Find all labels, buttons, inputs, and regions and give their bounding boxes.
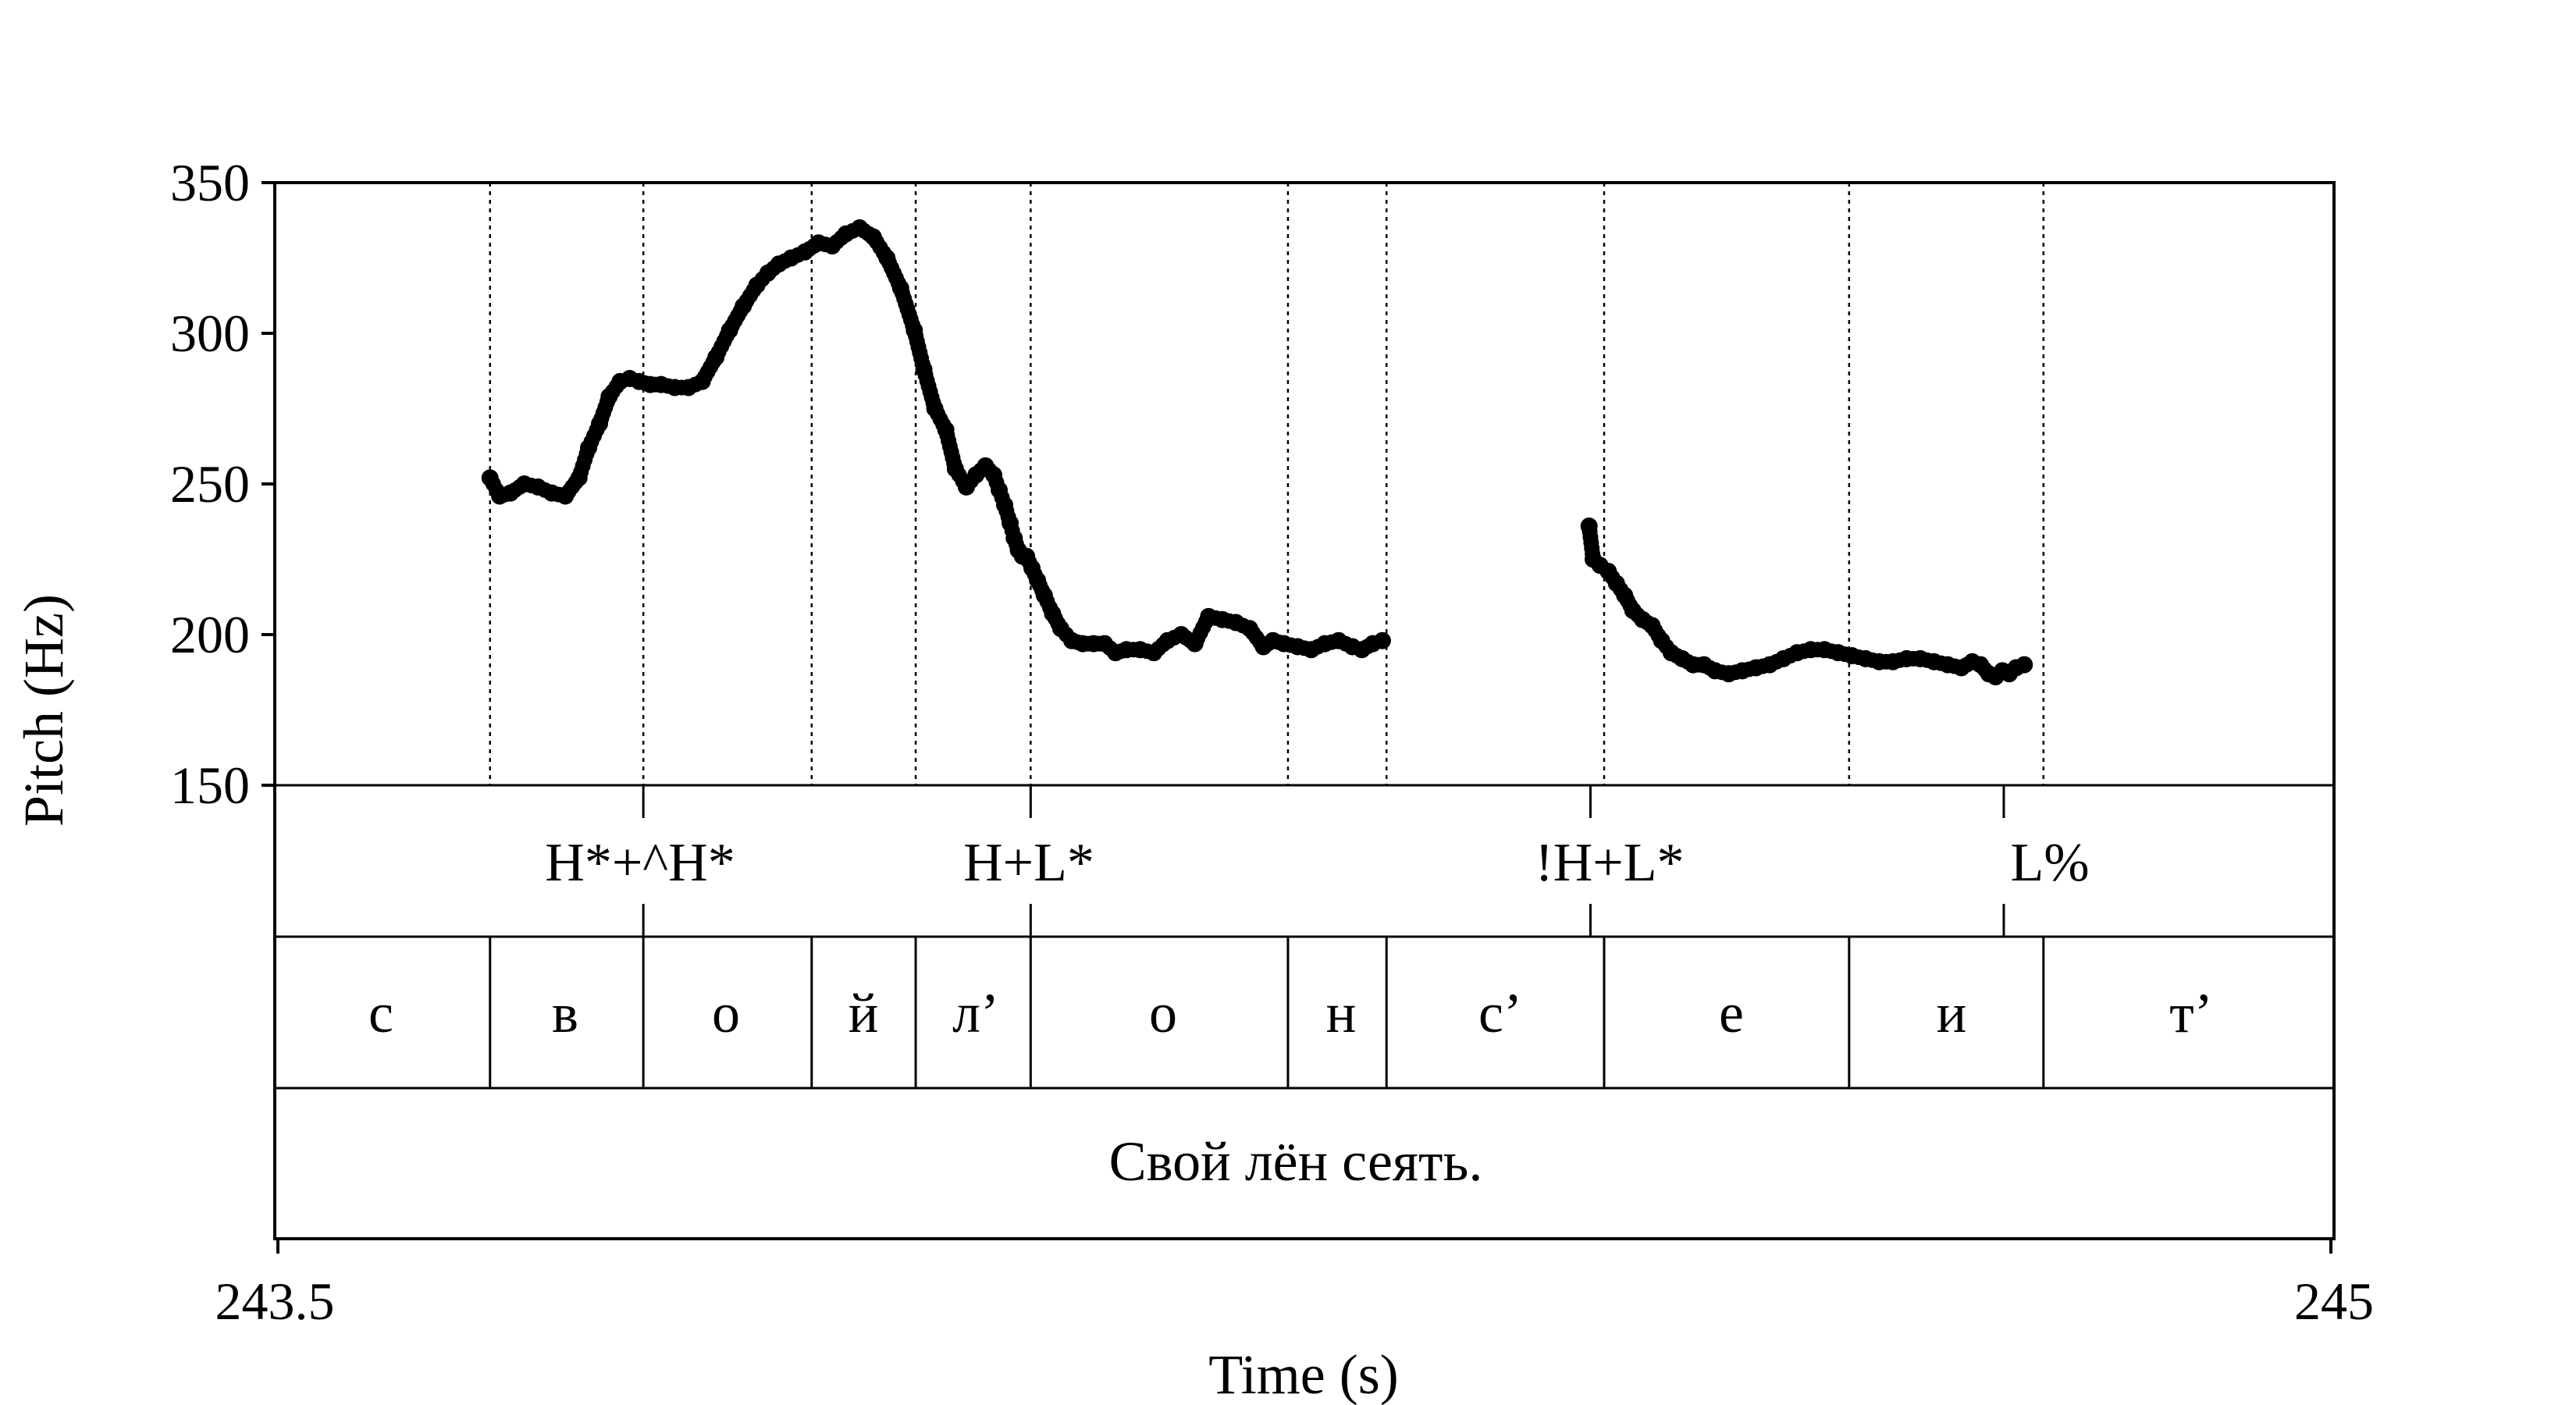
segment-label-9: е: [1719, 982, 1744, 1044]
segment-label-2: в: [552, 982, 578, 1044]
segment-label-5: л’: [952, 982, 999, 1044]
segment-label-8: с’: [1478, 982, 1522, 1044]
segment-tier-boundaries: [489, 937, 2045, 1088]
y-tick-label-250: 250: [170, 454, 250, 514]
y-axis-title: Pitch (Hz): [12, 594, 75, 827]
plot-frame: [273, 181, 2336, 1240]
x-axis-title: Time (s): [1208, 1343, 1398, 1405]
tone-label-1: H*+^H*: [545, 833, 735, 893]
segment-label-11: т’: [2169, 982, 2212, 1044]
x-tick-label-end: 245: [2294, 1272, 2374, 1331]
segment-label-10: и: [1937, 982, 1967, 1044]
y-tick-label-300: 300: [170, 304, 250, 363]
pitch-points: [481, 219, 2033, 686]
tone-tier-ticks: [642, 785, 2005, 937]
segment-label-6: о: [1149, 982, 1177, 1044]
y-tick-label-150: 150: [170, 756, 250, 815]
segment-label-1: с: [368, 982, 393, 1044]
segment-label-4: й: [849, 982, 879, 1044]
segment-label-7: н: [1326, 982, 1357, 1044]
y-tick-label-350: 350: [170, 153, 250, 212]
tone-label-3: !H+L*: [1535, 833, 1684, 893]
segment-label-3: о: [712, 982, 740, 1044]
y-tick-label-200: 200: [170, 605, 250, 664]
x-tick-label-start: 243.5: [215, 1272, 335, 1331]
boundary-dotted-lines: [489, 183, 2045, 785]
tone-label-4: L%: [2010, 833, 2089, 893]
pitch-point: [2016, 656, 2033, 674]
sentence-text: Свой лён сеять.: [1109, 1130, 1483, 1193]
pitch-point: [1373, 631, 1391, 649]
tone-label-2: H+L*: [963, 833, 1094, 893]
